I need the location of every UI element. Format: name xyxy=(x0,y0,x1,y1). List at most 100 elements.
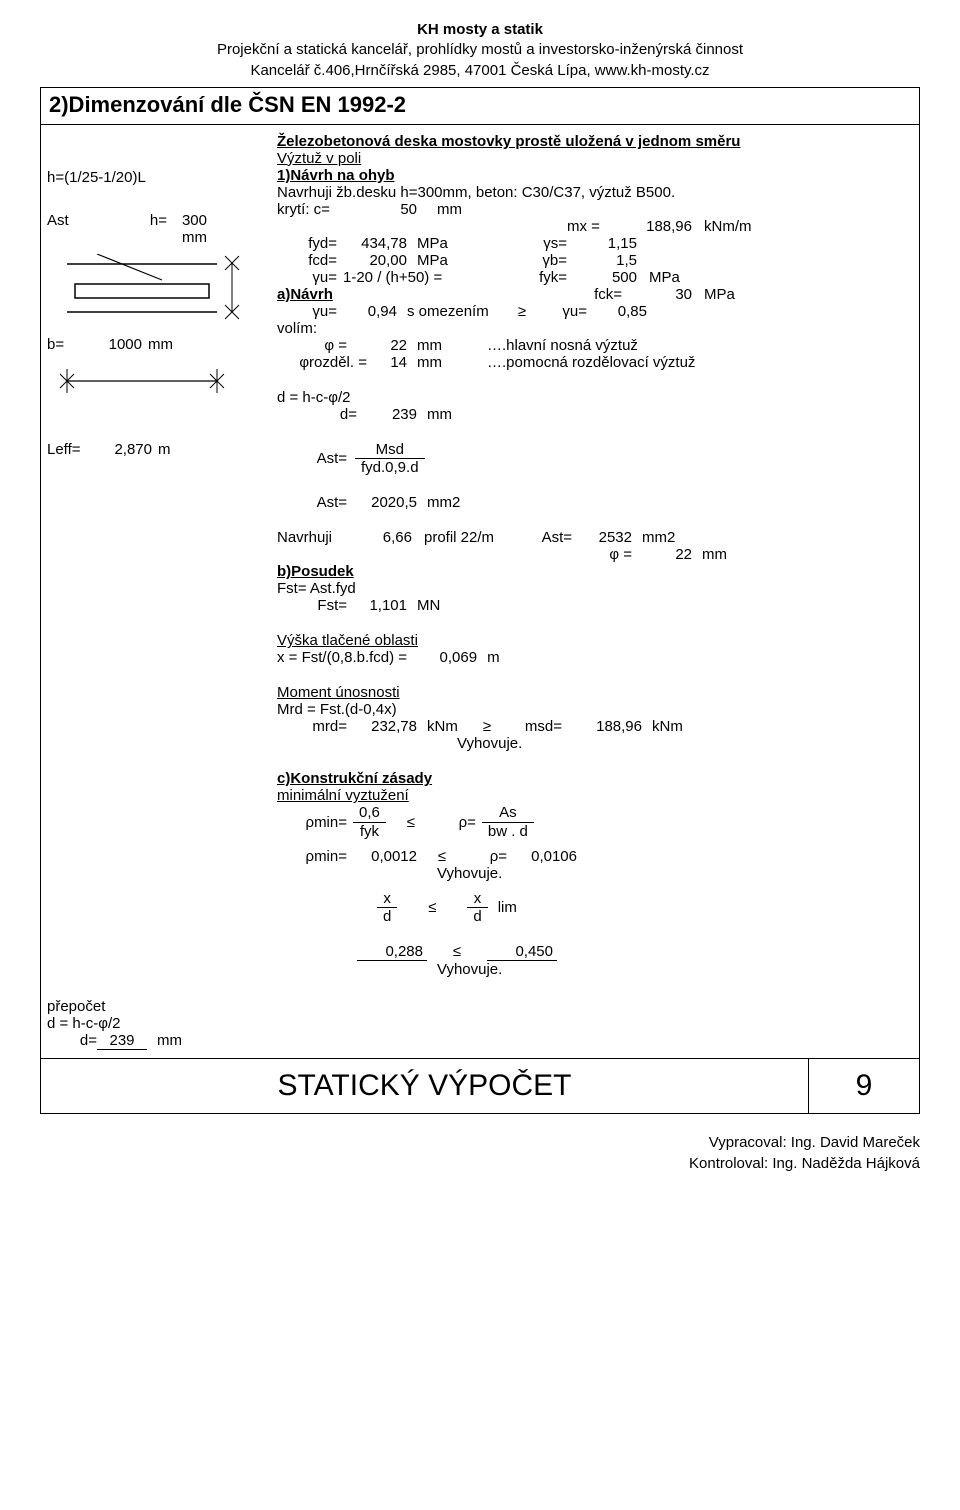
rhomin-le: ≤ xyxy=(386,814,436,831)
ast-calc-row: Ast= 2020,5 mm2 xyxy=(277,494,913,511)
fyk-unit: MPa xyxy=(637,269,697,286)
navrhuji2-row: Navrhuji 6,66 profil 22/m Ast= 2532 mm2 xyxy=(277,529,913,546)
navrh-ohyb: 1)Návrh na ohyb xyxy=(277,167,913,184)
leff-eq: Leff= xyxy=(47,441,97,458)
rhomin-num: 0,6 xyxy=(353,804,386,822)
navrhuji2-ast-val: 2532 xyxy=(572,529,632,546)
vyhovuje-2: Vyhovuje. xyxy=(277,865,913,882)
ast-frac-label: Ast= xyxy=(277,450,347,467)
leff-unit: m xyxy=(152,441,192,458)
fyk-val: 500 xyxy=(567,269,637,286)
xd-lim: lim xyxy=(488,899,538,916)
phi2-val: 22 xyxy=(632,546,692,563)
credit-line2: Kontroloval: Ing. Naděžda Hájková xyxy=(40,1153,920,1174)
vyhovuje-text-2: Vyhovuje. xyxy=(437,865,502,882)
phi2-row: φ = 22 mm xyxy=(277,546,913,563)
d-row-left: d= 239 mm xyxy=(47,1032,265,1050)
mrd-formula: Mrd = Fst.(d-0,4x) xyxy=(277,701,913,718)
fcd-row: fcd= 20,00 MPa γb= 1,5 xyxy=(277,252,913,269)
gu-fyk-row: γu= 1-20 / (h+50) = fyk= 500 MPa xyxy=(277,269,913,286)
section-title: 2)Dimenzování dle ČSN EN 1992-2 xyxy=(41,88,919,125)
ast-frac-row: Ast= Msd fyd.0,9.d xyxy=(277,441,913,477)
mrd-label: mrd= xyxy=(277,718,347,735)
x-formula-unit: m xyxy=(477,649,527,666)
fst-label: Fst= xyxy=(277,597,347,614)
gu2-row: γu= 0,94 s omezením ≥ γu= 0,85 xyxy=(277,303,913,320)
d-val-right: 239 xyxy=(357,406,417,423)
b-eq: b= xyxy=(47,336,87,353)
fyk-label: fyk= xyxy=(467,269,567,286)
kryti-val: 50 xyxy=(357,201,417,218)
rho-den: bw . d xyxy=(482,823,534,840)
xd-vals-le: ≤ xyxy=(427,943,487,960)
gu2-ge: ≥ xyxy=(507,303,537,320)
rho-label: ρ= xyxy=(436,814,476,831)
x-formula-label: x = Fst/(0,8.b.fcd) = xyxy=(277,649,407,666)
fcd-label: fcd= xyxy=(277,252,337,269)
d-val-left: 239 xyxy=(97,1032,147,1050)
right-column: Železobetonová deska mostovky prostě ulo… xyxy=(271,125,919,1058)
ast-fraction: Msd fyd.0,9.d xyxy=(355,441,425,477)
navrhuji2-profil: profil 22/m xyxy=(412,529,512,546)
gu-label: γu= xyxy=(277,269,337,286)
gb-label: γb= xyxy=(467,252,567,269)
gs-label: γs= xyxy=(467,235,567,252)
fck-label: fck= xyxy=(567,286,622,303)
moment-label: Moment únosnosti xyxy=(277,684,913,701)
a-navrh-row: a)Návrh fck= 30 MPa xyxy=(277,286,913,303)
rho-val-label: ρ= xyxy=(467,848,507,865)
h-val: 300 xyxy=(167,212,207,229)
kryti-unit: mm xyxy=(417,201,487,218)
gu2-label: γu= xyxy=(277,303,337,320)
footer-box: STATICKÝ VÝPOČET 9 xyxy=(41,1058,919,1113)
msd-unit: kNm xyxy=(642,718,702,735)
xd-val-2: 0,450 xyxy=(487,943,557,961)
vyska-label: Výška tlačené oblasti xyxy=(277,632,913,649)
rho-num: As xyxy=(482,804,534,822)
mx-label: mx = xyxy=(567,218,622,235)
rhomin-fraction: 0,6 fyk xyxy=(353,804,386,840)
x-formula-row: x = Fst/(0,8.b.fcd) = 0,069 m xyxy=(277,649,913,666)
header-line2: Projekční a statická kancelář, prohlídky… xyxy=(40,40,920,60)
x-formula-val: 0,069 xyxy=(407,649,477,666)
gu2-label2: γu= xyxy=(537,303,587,320)
xd-den-2: d xyxy=(467,908,487,925)
gu2-note: s omezením xyxy=(397,303,507,320)
ast-frac-num: Msd xyxy=(355,441,425,459)
d-formula-left: d = h-c-φ/2 xyxy=(47,1015,265,1032)
ast-calc-label: Ast= xyxy=(277,494,347,511)
phi-val: 22 xyxy=(347,337,407,354)
fst-row: Fst= 1,101 MN xyxy=(277,597,913,614)
leff-val: 2,870 xyxy=(97,441,152,458)
gb-val: 1,5 xyxy=(567,252,637,269)
d-unit-right: mm xyxy=(417,406,477,423)
xd-fraction-1: x d xyxy=(377,890,397,926)
rhomin-den: fyk xyxy=(353,823,386,840)
rhomin-frac-row: ρmin= 0,6 fyk ≤ ρ= As bw . d xyxy=(277,804,913,840)
ast-h-row: Ast h= 300 xyxy=(47,212,265,229)
fcd-unit: MPa xyxy=(407,252,467,269)
msd-label: msd= xyxy=(502,718,562,735)
fst-val: 1,101 xyxy=(347,597,407,614)
phi2-label: φ = xyxy=(572,546,632,563)
h-unit-row: mm xyxy=(47,229,265,246)
phi-note: ….hlavní nosná výztuž xyxy=(467,337,638,354)
vyhovuje-text-1: Vyhovuje. xyxy=(457,735,522,752)
prepocet-label: přepočet xyxy=(47,998,265,1015)
gs-val: 1,15 xyxy=(567,235,637,252)
c-zasady: c)Konstrukční zásady xyxy=(277,770,913,787)
phi2-unit: mm xyxy=(692,546,752,563)
mx-row: mx = 188,96 kNm/m xyxy=(277,218,913,235)
navrhuji2-ast-label: Ast= xyxy=(512,529,572,546)
phi-row: φ = 22 mm ….hlavní nosná výztuž xyxy=(277,337,913,354)
b-val: 1000 xyxy=(87,336,142,353)
xd-fraction-2: x d xyxy=(467,890,487,926)
rho-fraction: As bw . d xyxy=(482,804,534,840)
h-eq: h= xyxy=(97,212,167,229)
rhomin-val-le: ≤ xyxy=(417,848,467,865)
gu2-val2: 0,85 xyxy=(587,303,647,320)
navrhuji-line: Navrhuji žb.desku h=300mm, beton: C30/C3… xyxy=(277,184,913,201)
mx-unit: kNm/m xyxy=(692,218,762,235)
vyhovuje-3: Vyhovuje. xyxy=(277,961,913,978)
volim-label: volím: xyxy=(277,320,913,337)
